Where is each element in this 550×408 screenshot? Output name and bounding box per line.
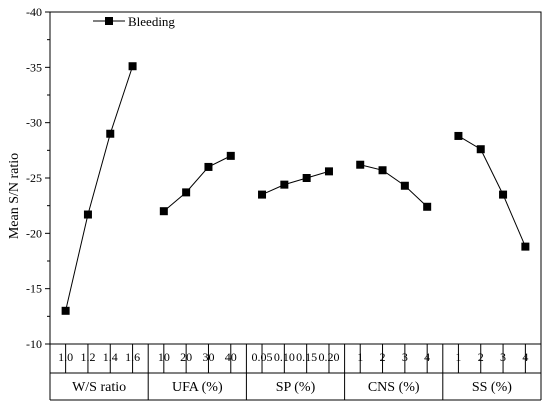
series-line (261, 170, 330, 196)
y-tick-label: -10 (26, 337, 42, 351)
group-label: SP (%) (276, 380, 316, 395)
level-label: 20 (180, 350, 192, 364)
level-label: 0.15 (296, 350, 317, 364)
y-tick-label: -20 (26, 226, 42, 240)
series-line (360, 164, 428, 208)
factor-group: 0.05 0.10 0.15 0.20 SP (%) (245, 167, 339, 400)
data-point (400, 181, 409, 190)
data-point (378, 166, 387, 175)
data-point (159, 207, 168, 216)
data-point (302, 174, 311, 182)
data-point (83, 210, 92, 219)
legend: Bleeding (93, 14, 175, 29)
data-point (280, 180, 289, 189)
level-label: 0.20 (318, 350, 339, 364)
level-label: 1.2 (80, 350, 95, 364)
data-point (106, 129, 115, 138)
level-label: 4 (424, 350, 430, 364)
level-label: 3 (500, 350, 506, 364)
level-label: 4 (522, 350, 528, 364)
level-label: 1.0 (58, 350, 73, 364)
legend-entry-bleeding: Bleeding (128, 14, 175, 29)
group-label: SS (%) (472, 380, 512, 395)
factor-group: 1 2 3 4 SS (%) (442, 131, 530, 400)
group-label: W/S ratio (72, 380, 126, 395)
level-label: 1.4 (103, 350, 118, 364)
data-point (128, 62, 137, 71)
data-point (521, 242, 530, 251)
factor-group: 1.0 1.2 1.4 1.6 W/S ratio (58, 62, 140, 395)
level-label: 3 (402, 350, 408, 364)
y-axis-ticks: -10 -15 -20 -25 -30 -35 -40 (26, 5, 50, 351)
y-tick-label: -30 (26, 116, 42, 130)
factor-group: 1 2 3 4 CNS (%) (344, 160, 432, 400)
data-point (356, 160, 365, 169)
level-label: 2 (380, 350, 386, 364)
data-point (182, 188, 191, 197)
group-label: CNS (%) (368, 380, 420, 395)
legend-marker (105, 17, 113, 25)
y-axis-title: Mean S/N ratio (7, 153, 22, 239)
data-point (454, 131, 463, 140)
group-label: UFA (%) (172, 380, 223, 395)
y-tick-label: -35 (26, 60, 42, 74)
series-line (163, 155, 231, 212)
level-label: 40 (225, 350, 237, 364)
level-label: 1.6 (125, 350, 140, 364)
data-point (204, 162, 213, 171)
level-label: 0.05 (252, 350, 273, 364)
series-line (458, 135, 526, 247)
level-label: 0.10 (274, 350, 295, 364)
factor-group: 10 20 30 40 UFA (%) (147, 151, 237, 400)
data-point (324, 167, 333, 176)
plot-frame (49, 11, 542, 345)
factor-groups: 1.0 1.2 1.4 1.6 W/S ratio 10 20 30 40 UFA (%) 0.05… (58, 62, 530, 400)
series-line (65, 66, 134, 311)
level-label: 10 (158, 350, 170, 364)
data-point (476, 145, 485, 154)
level-label: 2 (478, 350, 484, 364)
level-label: 1 (357, 350, 363, 364)
y-tick-label: -15 (26, 282, 42, 296)
y-tick-label: -40 (26, 5, 42, 19)
data-point (226, 151, 235, 160)
axes (49, 11, 542, 401)
data-point (499, 190, 508, 199)
level-label: 1 (455, 350, 461, 364)
data-point (61, 306, 70, 315)
data-point (423, 202, 432, 211)
data-point (258, 190, 267, 199)
y-tick-label: -25 (26, 171, 42, 185)
level-label: 30 (202, 350, 214, 364)
